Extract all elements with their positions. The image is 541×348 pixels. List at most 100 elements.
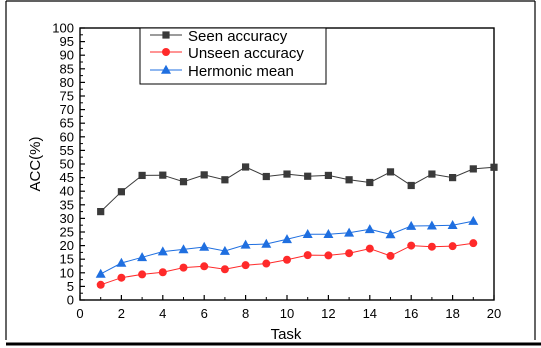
y-tick-label: 80 (60, 75, 74, 90)
legend-label-unseen-accuracy: Unseen accuracy (188, 45, 304, 62)
y-tick-label: 95 (60, 34, 74, 49)
data-point-hermonic-mean (282, 234, 292, 244)
x-tick-label: 6 (201, 306, 208, 321)
series-seen-accuracy (97, 163, 498, 216)
data-point-seen-accuracy (469, 165, 477, 173)
legend-entries (150, 31, 182, 74)
data-point-seen-accuracy (117, 188, 125, 196)
y-tick-label: 75 (60, 89, 74, 104)
y-tick-label: 85 (60, 61, 74, 76)
legend-label-hermonic-mean: Hermonic mean (188, 63, 294, 80)
data-point-seen-accuracy (200, 171, 208, 179)
data-point-unseen-accuracy (283, 255, 291, 264)
y-tick-label: 20 (60, 238, 74, 253)
data-point-seen-accuracy (449, 174, 457, 182)
data-point-unseen-accuracy (179, 263, 188, 272)
x-axis-title: Task (271, 326, 302, 343)
legend: Seen accuracy Unseen accuracy Hermonic m… (139, 27, 327, 85)
data-point-hermonic-mean (468, 215, 479, 225)
data-point-unseen-accuracy (96, 280, 105, 289)
data-point-seen-accuracy (345, 176, 353, 184)
data-point-hermonic-mean (178, 244, 189, 254)
y-tick-label: 25 (60, 225, 74, 240)
data-point-hermonic-mean (240, 239, 251, 249)
x-tick-label: 18 (445, 306, 459, 321)
data-point-hermonic-mean (344, 227, 355, 237)
x-tick-label: 0 (76, 306, 83, 321)
data-point-hermonic-mean (323, 228, 334, 238)
x-tick-label: 14 (363, 306, 377, 321)
data-point-unseen-accuracy (200, 262, 209, 271)
data-point-seen-accuracy (221, 176, 229, 184)
data-point-seen-accuracy (428, 170, 436, 178)
y-tick-label: 35 (60, 197, 74, 212)
series-hermonic-mean (95, 215, 479, 278)
series-unseen-accuracy (96, 239, 478, 289)
x-tick-label: 16 (404, 306, 418, 321)
data-point-seen-accuracy (159, 171, 167, 179)
y-tick-label: 0 (67, 293, 74, 308)
data-point-unseen-accuracy (117, 273, 126, 282)
data-point-seen-accuracy (324, 171, 332, 180)
y-tick-label: 15 (60, 252, 74, 267)
legend-box (139, 27, 327, 85)
data-point-seen-accuracy (490, 163, 498, 171)
data-point-unseen-accuracy (324, 251, 333, 260)
y-tick-label: 40 (60, 184, 74, 199)
data-point-hermonic-mean (95, 268, 106, 278)
data-point-unseen-accuracy (138, 270, 147, 279)
y-tick-label: 10 (60, 265, 74, 280)
data-point-hermonic-mean (261, 238, 272, 248)
plot-area: 0510152025303540455055606570758085909510… (52, 21, 501, 322)
data-point-hermonic-mean (385, 229, 396, 239)
y-tick-label: 65 (60, 116, 74, 131)
data-point-hermonic-mean (406, 220, 417, 230)
data-point-unseen-accuracy (262, 259, 271, 268)
data-point-seen-accuracy (283, 170, 291, 178)
data-point-seen-accuracy (366, 178, 374, 187)
data-point-unseen-accuracy (345, 249, 354, 258)
data-point-hermonic-mean (426, 220, 437, 230)
x-tick-label: 10 (280, 306, 294, 321)
data-point-seen-accuracy (304, 172, 312, 180)
y-tick-label: 55 (60, 143, 74, 158)
y-tick-label: 100 (52, 21, 74, 36)
data-point-hermonic-mean (199, 241, 210, 251)
y-tick-label: 45 (60, 170, 74, 185)
data-point-unseen-accuracy (365, 244, 374, 253)
data-point-unseen-accuracy (220, 265, 229, 274)
data-point-seen-accuracy (97, 208, 105, 216)
data-point-seen-accuracy (386, 168, 395, 176)
y-tick-label: 30 (60, 211, 74, 226)
data-point-unseen-accuracy (407, 241, 416, 250)
y-tick-label: 60 (60, 129, 74, 144)
x-tick-label: 12 (321, 306, 335, 321)
x-tick-label: 2 (118, 306, 125, 321)
y-tick-label: 90 (60, 48, 74, 63)
data-point-unseen-accuracy (427, 242, 436, 251)
data-point-hermonic-mean (116, 257, 127, 267)
data-point-seen-accuracy (138, 171, 146, 180)
y-tick-label: 5 (67, 279, 74, 294)
data-point-hermonic-mean (302, 228, 313, 238)
y-axis-title: ACC(%) (27, 136, 44, 191)
data-point-unseen-accuracy (469, 239, 478, 248)
data-point-hermonic-mean (157, 246, 168, 256)
y-tick-label: 70 (60, 102, 74, 117)
legend-marker-unseen-accuracy (162, 48, 170, 56)
legend-marker-seen-accuracy (162, 31, 170, 39)
data-point-unseen-accuracy (158, 268, 167, 277)
data-point-hermonic-mean (447, 220, 458, 229)
x-tick-label: 8 (242, 306, 249, 321)
legend-marker-hermonic-mean (161, 64, 171, 74)
data-point-unseen-accuracy (448, 242, 457, 251)
data-point-seen-accuracy (407, 181, 415, 190)
data-point-unseen-accuracy (386, 251, 395, 260)
legend-label-seen-accuracy: Seen accuracy (188, 28, 288, 45)
data-point-seen-accuracy (242, 163, 250, 171)
data-point-hermonic-mean (364, 224, 375, 234)
x-tick-label: 20 (487, 306, 501, 321)
data-point-unseen-accuracy (303, 251, 312, 260)
x-tick-label: 4 (159, 306, 166, 321)
